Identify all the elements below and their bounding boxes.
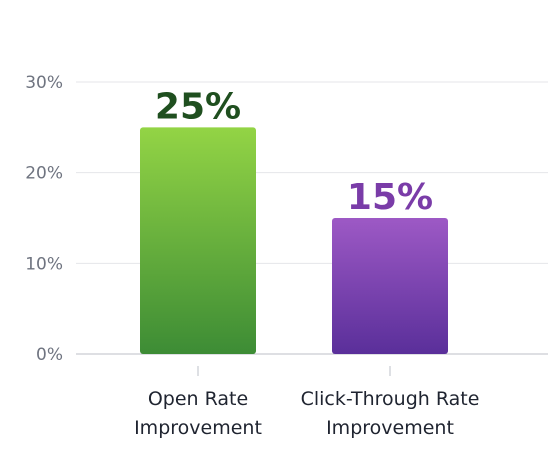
bar-1 (140, 127, 256, 354)
y-tick-label: 20% (25, 164, 63, 184)
bar-value-label: 15% (347, 177, 433, 218)
x-category-label: Click-Through Rate (301, 388, 480, 410)
x-category-label: Improvement (134, 417, 262, 439)
bar-2 (332, 218, 448, 354)
x-category-label: Improvement (326, 417, 454, 439)
y-tick-label: 30% (25, 73, 63, 93)
bars-layer (140, 127, 448, 354)
bar-value-label: 25% (155, 86, 241, 127)
y-tick-label: 10% (25, 254, 63, 274)
y-tick-label: 0% (36, 345, 63, 365)
x-category-label: Open Rate (148, 388, 248, 410)
labels-layer: 0% 10% 20% 30% 25% Open Rate Improvement 15% Cli… (25, 73, 479, 439)
